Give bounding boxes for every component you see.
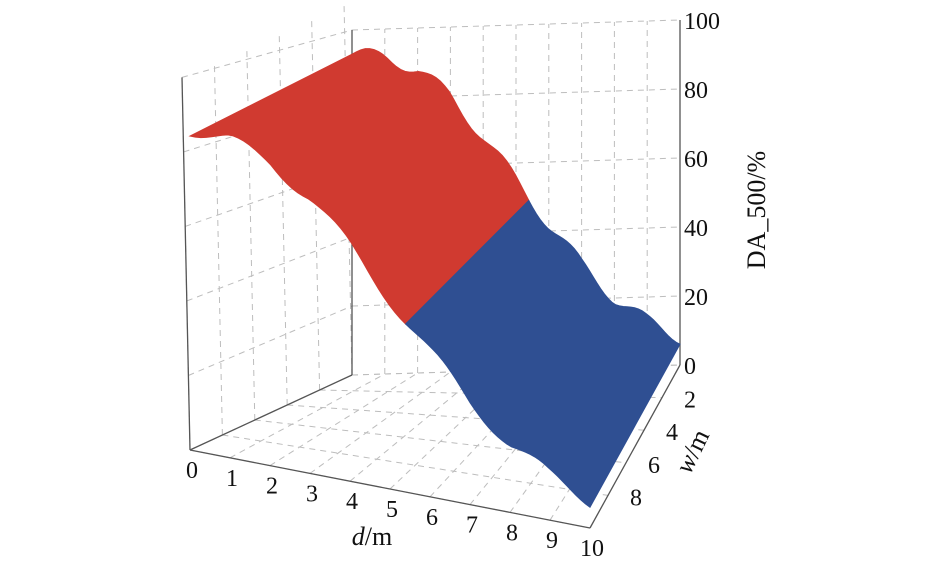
surface-low-region bbox=[404, 199, 681, 508]
surface-plot bbox=[188, 48, 681, 508]
x-tick-label: 10 bbox=[580, 536, 604, 561]
left-wall-grid-line-z bbox=[188, 305, 353, 376]
y-tick-label: 6 bbox=[648, 453, 660, 479]
y-tick-label: 8 bbox=[630, 485, 642, 511]
frame-edge bbox=[589, 364, 681, 529]
x-tick-labels: 0 1 2 3 4 5 6 7 8 9 10 bbox=[186, 458, 604, 561]
x-axis-variable: d bbox=[352, 522, 366, 551]
frame-edge bbox=[189, 374, 353, 451]
floor-grid-line-d bbox=[349, 370, 484, 482]
x-axis-unit: /m bbox=[365, 522, 392, 551]
x-tick-label: 9 bbox=[546, 528, 558, 554]
x-axis-title: d/m bbox=[352, 522, 392, 551]
frame-edge bbox=[189, 449, 591, 529]
z-tick-label: 40 bbox=[684, 216, 708, 242]
x-tick-label: 3 bbox=[306, 481, 318, 507]
x-tick-label: 2 bbox=[266, 474, 278, 500]
left-wall-grid-line-z bbox=[186, 236, 353, 302]
x-tick-label: 8 bbox=[506, 520, 518, 546]
z-axis-title: DA_500/% bbox=[742, 151, 771, 269]
floor-grid-line-d bbox=[309, 371, 451, 474]
z-tick-label: 80 bbox=[684, 78, 708, 104]
z-tick-label: 100 bbox=[684, 9, 720, 35]
z-tick-label: 60 bbox=[684, 147, 708, 173]
left-wall-grid-line bbox=[246, 47, 256, 421]
x-tick-label: 7 bbox=[466, 513, 478, 539]
y-tick-label: 4 bbox=[666, 420, 678, 446]
x-tick-label: 6 bbox=[426, 505, 438, 531]
x-tick-label: 1 bbox=[226, 466, 238, 492]
x-tick-label: 0 bbox=[186, 458, 198, 484]
frame-edge bbox=[181, 77, 191, 451]
y-tick-label: 2 bbox=[684, 388, 696, 414]
z-tick-label: 0 bbox=[684, 354, 696, 380]
floor-grid-line-d bbox=[269, 372, 418, 467]
floor-grid-line-d bbox=[229, 373, 386, 459]
z-tick-labels: 0 20 40 60 80 100 bbox=[684, 9, 720, 380]
z-tick-label: 20 bbox=[684, 285, 708, 311]
x-tick-label: 4 bbox=[346, 489, 358, 515]
left-wall-grid-line-z bbox=[181, 29, 353, 78]
left-wall-grid-line bbox=[213, 62, 223, 436]
x-tick-label: 5 bbox=[386, 497, 398, 523]
floor-grid-line-w bbox=[319, 389, 663, 399]
